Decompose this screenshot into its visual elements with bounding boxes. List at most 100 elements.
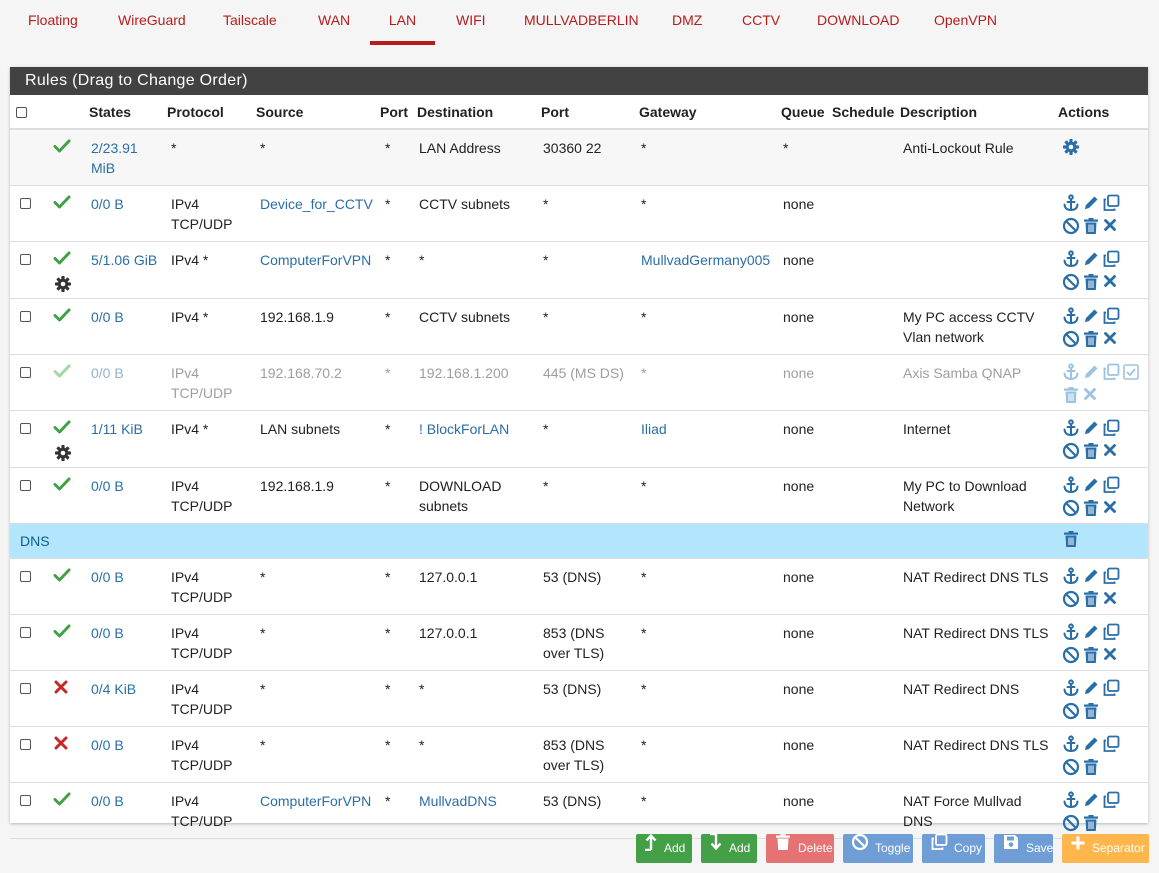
anchor-icon[interactable] xyxy=(1062,679,1080,702)
anchor-icon[interactable] xyxy=(1062,419,1080,442)
states-link[interactable]: 0/0 B xyxy=(91,365,124,381)
copy-button[interactable]: Copy xyxy=(922,833,985,863)
disable-icon[interactable] xyxy=(1062,442,1080,465)
anchor-icon[interactable] xyxy=(1062,307,1080,330)
tab-dmz[interactable]: DMZ xyxy=(672,12,703,28)
delete-icon[interactable] xyxy=(1082,702,1100,725)
disable-icon[interactable] xyxy=(1062,758,1080,781)
delete-icon[interactable] xyxy=(1082,758,1100,781)
copy-icon[interactable] xyxy=(1102,791,1120,814)
row-checkbox[interactable] xyxy=(20,423,31,434)
delete-x-icon[interactable] xyxy=(1102,217,1118,238)
table-row[interactable]: 0/0 B IPv4 TCP/UDP * * 127.0.0.1 853 (DN… xyxy=(10,614,1148,671)
destination-value[interactable]: MullvadDNS xyxy=(419,793,497,809)
source-value[interactable]: ComputerForVPN xyxy=(260,793,372,809)
edit-icon[interactable] xyxy=(1082,307,1100,330)
table-row[interactable]: 0/4 KiB IPv4 TCP/UDP * * * 53 (DNS) * no… xyxy=(10,670,1148,727)
delete-x-icon[interactable] xyxy=(1102,590,1118,611)
trash-icon[interactable] xyxy=(1062,530,1080,553)
add-bottom-button[interactable]: Add xyxy=(701,833,757,863)
table-row[interactable]: 1/11 KiB IPv4 * LAN subnets * ! BlockFor… xyxy=(10,410,1148,468)
table-row[interactable]: 0/0 B IPv4 TCP/UDP ComputerForVPN * Mull… xyxy=(10,782,1148,839)
copy-icon[interactable] xyxy=(1102,363,1120,386)
table-row[interactable]: 0/0 B IPv4 TCP/UDP Device_for_CCTV * CCT… xyxy=(10,185,1148,242)
delete-icon[interactable] xyxy=(1082,442,1100,465)
tab-lan[interactable]: LAN xyxy=(370,12,435,46)
row-checkbox[interactable] xyxy=(20,480,31,491)
delete-icon[interactable] xyxy=(1082,499,1100,522)
copy-icon[interactable] xyxy=(1102,567,1120,590)
anchor-icon[interactable] xyxy=(1062,735,1080,758)
delete-icon[interactable] xyxy=(1082,814,1100,837)
select-all-checkbox[interactable] xyxy=(16,107,27,119)
states-link[interactable]: 0/0 B xyxy=(91,737,124,753)
save-button[interactable]: Save xyxy=(994,834,1053,863)
source-value[interactable]: Device_for_CCTV xyxy=(260,196,373,212)
copy-icon[interactable] xyxy=(1102,419,1120,442)
delete-x-icon[interactable] xyxy=(1102,442,1118,463)
states-link[interactable]: 5/1.06 GiB xyxy=(91,252,158,268)
delete-x-icon[interactable] xyxy=(1102,499,1118,520)
copy-icon[interactable] xyxy=(1102,194,1120,217)
table-row[interactable]: 2/23.91 MiB * * * LAN Address 30360 22 *… xyxy=(10,129,1148,186)
edit-gear-icon[interactable] xyxy=(1062,138,1080,161)
anchor-icon[interactable] xyxy=(1062,567,1080,590)
separator-row[interactable]: DNS xyxy=(10,523,1148,559)
disable-icon[interactable] xyxy=(1062,499,1080,522)
states-link[interactable]: 0/0 B xyxy=(91,309,124,325)
copy-icon[interactable] xyxy=(1102,307,1120,330)
row-checkbox[interactable] xyxy=(20,311,31,322)
states-link[interactable]: 0/4 KiB xyxy=(91,681,137,697)
delete-x-icon[interactable] xyxy=(1102,330,1118,351)
copy-icon[interactable] xyxy=(1102,250,1120,273)
delete-icon[interactable] xyxy=(1082,217,1100,240)
row-checkbox[interactable] xyxy=(20,739,31,750)
edit-icon[interactable] xyxy=(1082,679,1100,702)
separator-button[interactable]: Separator xyxy=(1062,834,1149,863)
anchor-icon[interactable] xyxy=(1062,250,1080,273)
table-row[interactable]: 5/1.06 GiB IPv4 * ComputerForVPN * * * M… xyxy=(10,241,1148,299)
table-row[interactable]: 0/0 B IPv4 TCP/UDP * * * 853 (DNS over T… xyxy=(10,726,1148,783)
delete-icon[interactable] xyxy=(1062,386,1080,409)
delete-button[interactable]: Delete xyxy=(766,834,834,863)
disable-icon[interactable] xyxy=(1062,590,1080,613)
tab-floating[interactable]: Floating xyxy=(28,12,78,28)
states-link[interactable]: 0/0 B xyxy=(91,478,124,494)
delete-x-icon[interactable] xyxy=(1102,273,1118,294)
tab-wireguard[interactable]: WireGuard xyxy=(118,12,186,28)
delete-icon[interactable] xyxy=(1082,273,1100,296)
states-link[interactable]: 0/0 B xyxy=(91,196,124,212)
disable-icon[interactable] xyxy=(1062,330,1080,353)
table-row[interactable]: 0/0 B IPv4 TCP/UDP * * 127.0.0.1 53 (DNS… xyxy=(10,558,1148,615)
row-checkbox[interactable] xyxy=(20,254,31,265)
tab-openvpn[interactable]: OpenVPN xyxy=(934,12,998,28)
delete-icon[interactable] xyxy=(1082,590,1100,613)
states-link[interactable]: 0/0 B xyxy=(91,793,124,809)
states-link[interactable]: 2/23.91 MiB xyxy=(91,140,138,176)
edit-icon[interactable] xyxy=(1082,567,1100,590)
edit-icon[interactable] xyxy=(1082,735,1100,758)
toggle-button[interactable]: Toggle xyxy=(843,834,913,863)
tab-mullvadberlin[interactable]: MULLVADBERLIN xyxy=(524,12,639,28)
anchor-icon[interactable] xyxy=(1062,791,1080,814)
anchor-icon[interactable] xyxy=(1062,194,1080,217)
disable-icon[interactable] xyxy=(1062,814,1080,837)
destination-value[interactable]: ! BlockForLAN xyxy=(419,421,510,437)
copy-icon[interactable] xyxy=(1102,679,1120,702)
add-top-button[interactable]: Add xyxy=(636,834,692,863)
tab-download[interactable]: DOWNLOAD xyxy=(817,12,900,28)
edit-icon[interactable] xyxy=(1082,363,1100,386)
row-checkbox[interactable] xyxy=(20,683,31,694)
table-row[interactable]: 0/0 B IPv4 TCP/UDP 192.168.1.9 * DOWNLOA… xyxy=(10,467,1148,524)
delete-x-icon[interactable] xyxy=(1102,646,1118,667)
row-checkbox[interactable] xyxy=(20,198,31,209)
edit-icon[interactable] xyxy=(1082,476,1100,499)
disable-icon[interactable] xyxy=(1062,646,1080,669)
tab-cctv[interactable]: CCTV xyxy=(742,12,781,28)
tab-tailscale[interactable]: Tailscale xyxy=(223,12,277,28)
gateway-value[interactable]: MullvadGermany005 xyxy=(641,252,771,268)
row-checkbox[interactable] xyxy=(20,627,31,638)
edit-icon[interactable] xyxy=(1082,250,1100,273)
edit-icon[interactable] xyxy=(1082,623,1100,646)
anchor-icon[interactable] xyxy=(1062,363,1080,386)
